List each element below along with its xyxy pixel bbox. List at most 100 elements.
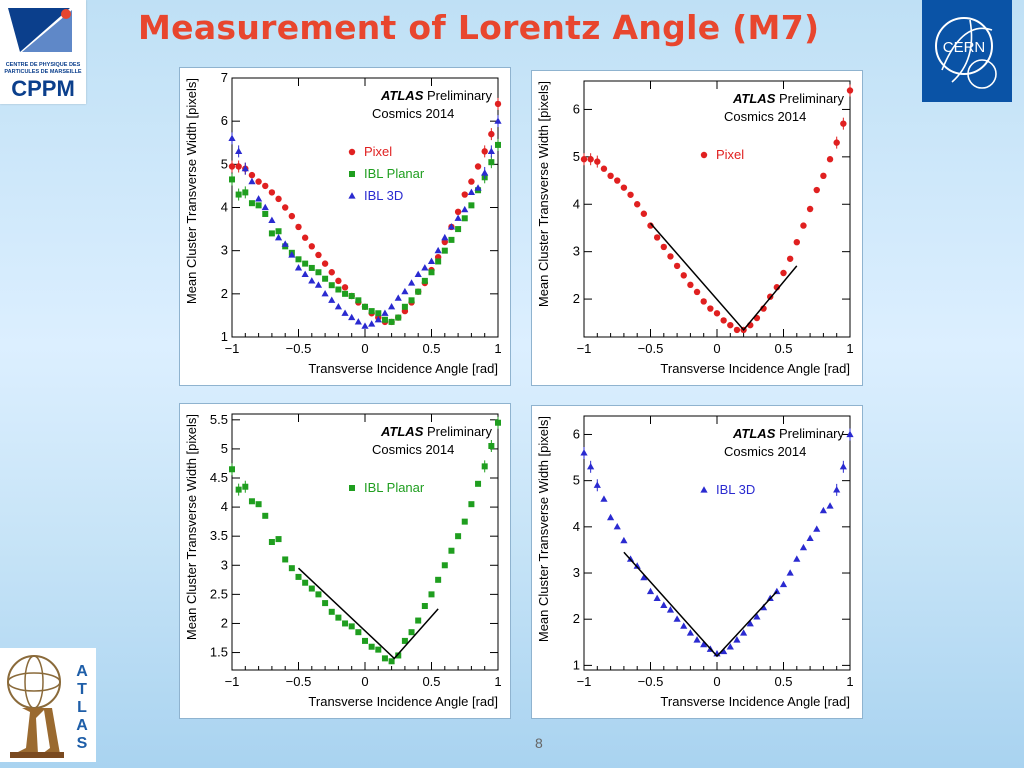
data-point <box>468 202 475 209</box>
y-tick-label: 3 <box>573 565 580 580</box>
data-point <box>793 238 800 246</box>
data-point <box>667 253 674 260</box>
chart-panel-1: −1 −0.5 0 0.5 1 1 2 3 4 5 6 7 Transverse Incidence A… <box>179 67 511 386</box>
data-point <box>248 171 256 179</box>
x-axis-label: Transverse Incidence Angle [rad] <box>660 694 850 709</box>
y-tick-label: 4 <box>573 519 580 534</box>
data-point <box>467 188 475 195</box>
data-point <box>447 223 456 230</box>
data-point <box>261 203 269 211</box>
data-point <box>673 262 681 270</box>
data-point <box>580 449 588 456</box>
legend-marker <box>700 151 708 159</box>
legend-marker <box>700 486 708 493</box>
legend-label: IBL Planar <box>364 166 425 181</box>
data-point <box>454 208 462 216</box>
data-point <box>288 251 296 258</box>
chart-ibl-planar: −1 −0.5 0 0.5 1 1.5 2 2.5 3 3.5 4 4.5 5 5.5 Transverse… <box>184 412 502 709</box>
data-point <box>408 297 415 304</box>
data-point <box>255 501 262 508</box>
y-tick-label: 1 <box>573 657 580 672</box>
data-point <box>461 191 468 198</box>
atlas-banner: ATLAS Preliminary <box>380 424 492 439</box>
data-point <box>727 321 734 329</box>
data-point <box>474 184 482 191</box>
data-point <box>235 163 242 170</box>
data-point <box>733 636 741 643</box>
data-point <box>401 303 408 310</box>
data-point <box>295 573 302 580</box>
data-point <box>248 200 255 207</box>
chart-panel-3: −1 −0.5 0 0.5 1 1.5 2 2.5 3 3.5 4 4.5 5 5.5 Transverse… <box>179 403 511 719</box>
data-point <box>488 130 495 138</box>
x-tick-label: 0.5 <box>774 341 792 356</box>
data-point <box>255 202 262 209</box>
data-point <box>229 176 235 183</box>
data-point <box>846 87 854 94</box>
x-tick-label: 0 <box>361 341 368 356</box>
data-point <box>348 313 356 321</box>
data-point <box>461 215 468 222</box>
data-point <box>408 629 415 636</box>
data-point <box>833 139 840 146</box>
data-point <box>733 326 741 334</box>
data-point <box>634 201 641 208</box>
y-tick-label: 6 <box>573 426 580 441</box>
data-point <box>388 318 395 325</box>
data-point <box>308 585 315 592</box>
data-point <box>235 191 242 198</box>
data-point <box>786 569 794 576</box>
data-point <box>646 587 655 595</box>
page-number: 8 <box>535 735 543 751</box>
atlas-status: Preliminary <box>779 426 845 441</box>
data-point <box>242 189 249 196</box>
data-point <box>740 629 748 636</box>
legend-label: Pixel <box>364 144 392 159</box>
y-tick-label: 4.5 <box>210 470 228 485</box>
data-point <box>255 195 263 202</box>
data-point <box>368 320 376 327</box>
slide-title: Measurement of Lorentz Angle (M7) <box>138 8 820 47</box>
atlas-status: Preliminary <box>427 88 493 103</box>
x-tick-label: −0.5 <box>286 674 312 689</box>
plot-frame <box>231 77 499 338</box>
y-tick-label: 2.5 <box>210 586 228 601</box>
y-tick-label: 2 <box>573 291 580 306</box>
y-tick-label: 3 <box>573 244 580 259</box>
x-tick-label: −1 <box>577 341 592 356</box>
data-point <box>753 613 761 620</box>
data-point <box>288 212 296 220</box>
data-point <box>375 646 382 653</box>
data-point <box>342 620 349 627</box>
data-point <box>587 463 595 470</box>
series-ibl-planar <box>229 416 501 665</box>
data-point <box>321 290 329 297</box>
svg-text:S: S <box>77 735 88 752</box>
data-point <box>627 191 634 198</box>
x-tick-label: 0.5 <box>422 341 440 356</box>
svg-text:A: A <box>76 717 88 734</box>
data-point <box>640 210 648 217</box>
data-point <box>395 314 402 321</box>
data-point <box>600 495 608 502</box>
data-point <box>495 419 501 426</box>
data-point <box>235 486 242 493</box>
data-point <box>474 163 482 170</box>
dataset-label: Cosmics 2014 <box>724 109 806 124</box>
y-tick-label: 4 <box>573 196 580 211</box>
data-point <box>335 277 342 285</box>
series-pixel <box>580 84 854 334</box>
dataset-label: Cosmics 2014 <box>724 444 806 459</box>
data-point <box>334 302 342 310</box>
data-point <box>427 257 436 265</box>
series-pixel <box>228 97 502 326</box>
y-tick-label: 6 <box>221 113 228 128</box>
data-point <box>806 205 814 213</box>
data-point <box>673 615 681 622</box>
data-point <box>414 270 422 278</box>
data-point <box>700 640 708 648</box>
data-point <box>726 643 734 650</box>
data-point <box>322 600 329 607</box>
legend-label: IBL 3D <box>716 482 755 497</box>
chart-panel-2: −1 −0.5 0 0.5 1 2 3 4 5 6 Transverse Incidence Ang… <box>531 70 863 386</box>
